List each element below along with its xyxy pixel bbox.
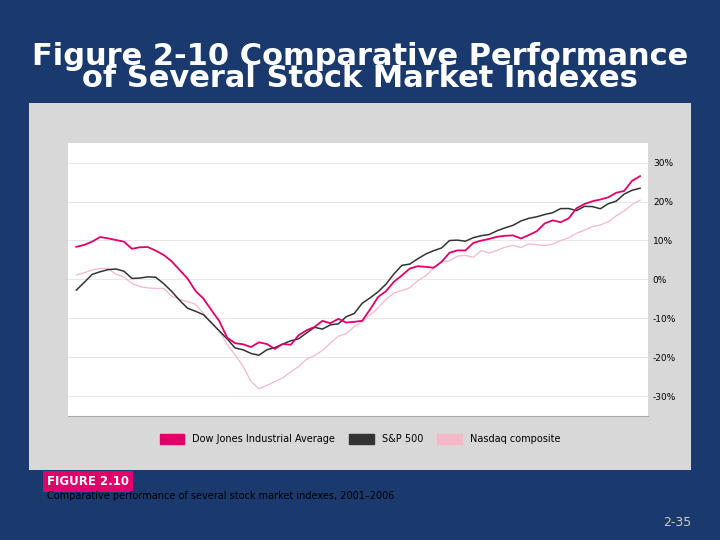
Text: Comparative performance of several stock market indexes, 2001–2006: Comparative performance of several stock… <box>47 491 394 501</box>
Text: 2-35: 2-35 <box>663 516 691 529</box>
Text: FIGURE 2.10: FIGURE 2.10 <box>47 475 129 488</box>
Text: of Several Stock Market Indexes: of Several Stock Market Indexes <box>82 64 638 93</box>
Legend: Dow Jones Industrial Average, S&P 500, Nasdaq composite: Dow Jones Industrial Average, S&P 500, N… <box>156 430 564 448</box>
Text: Figure 2-10 Comparative Performance: Figure 2-10 Comparative Performance <box>32 42 688 71</box>
